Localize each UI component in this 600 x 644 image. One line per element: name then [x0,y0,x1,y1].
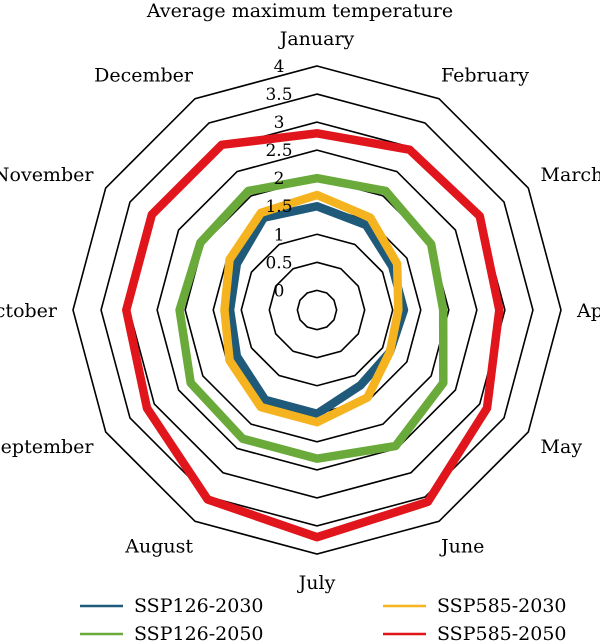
category-label: September [0,436,94,458]
grid-ring [240,233,394,387]
category-label: March [541,164,600,186]
grid-ring [100,93,534,527]
tick-label: 0.5 [265,253,292,273]
category-label: December [94,64,194,86]
grid-ring [156,149,478,471]
tick-labels: 0 0.5 1 1.5 2 2.5 3 3.5 4 [265,57,292,301]
grid-ring [268,261,366,359]
series-line [220,190,403,427]
category-label: November [0,164,94,186]
series-layer [122,129,504,542]
radar-grid [72,65,562,555]
legend-label: SSP585-2050 [437,623,567,644]
grid-ring [72,65,562,555]
category-label: July [297,572,336,594]
grid-ring [296,289,338,331]
category-label: April [576,300,600,322]
legend-label: SSP126-2030 [134,595,264,617]
tick-label: 2.5 [265,141,292,161]
tick-label: 1 [274,225,285,245]
category-label: May [541,436,583,458]
tick-label: 3 [274,113,285,133]
legend: SSP126-2030 SSP585-2030 SSP126-2050 SSP585-… [80,595,567,644]
tick-label: 2 [274,169,285,189]
series-line [175,173,448,463]
series-line [122,129,504,542]
category-label: February [441,64,529,86]
category-label: June [439,536,484,558]
category-labels: January February March April May June July Augu… [0,28,600,594]
legend-label: SSP126-2050 [134,623,264,644]
tick-label: 0 [274,281,285,301]
tick-label: 3.5 [265,85,292,105]
series-line [225,201,409,419]
tick-label: 4 [274,57,285,77]
category-label: August [124,536,193,558]
category-label: January [278,28,355,50]
tick-label: 1.5 [265,197,292,217]
category-label: October [0,300,58,322]
legend-label: SSP585-2030 [437,595,567,617]
chart-title: Average maximum temperature [146,0,453,22]
